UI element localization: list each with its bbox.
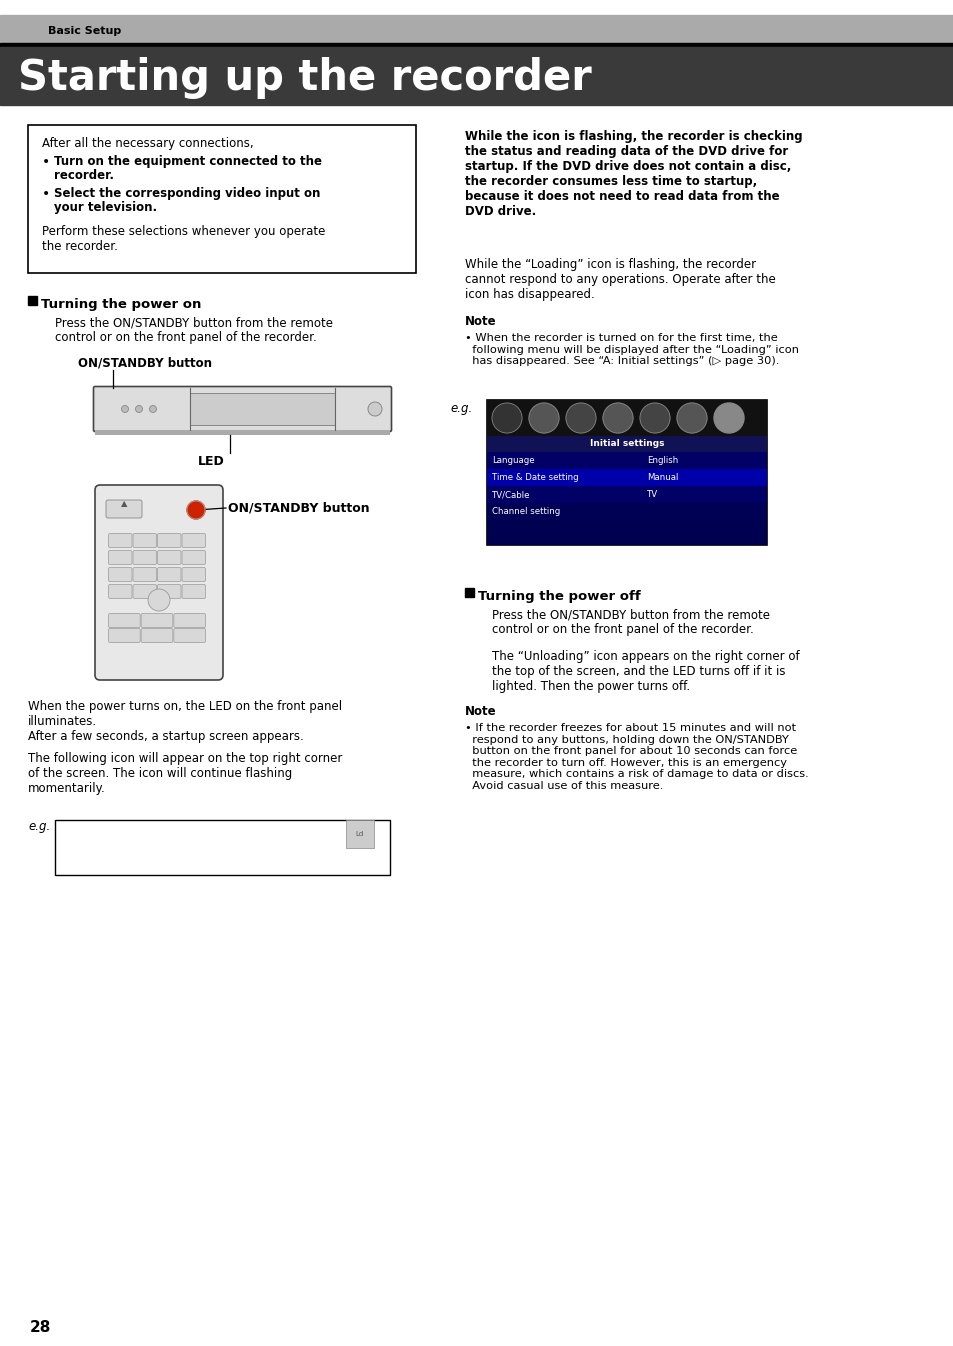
- Text: your television.: your television.: [54, 201, 157, 214]
- Text: The “Unloading” icon appears on the right corner of
the top of the screen, and t: The “Unloading” icon appears on the righ…: [492, 650, 799, 693]
- Bar: [0, 47, 953, 105]
- Text: recorder.: recorder.: [54, 170, 113, 182]
- Circle shape: [713, 402, 743, 433]
- Text: ON/STANDBY button: ON/STANDBY button: [228, 502, 369, 514]
- Text: Time & Date setting: Time & Date setting: [492, 472, 578, 482]
- Circle shape: [368, 402, 381, 416]
- Text: e.g.: e.g.: [450, 402, 472, 415]
- Bar: [486, 400, 766, 436]
- Circle shape: [148, 590, 170, 611]
- Text: Note: Note: [464, 705, 497, 717]
- Text: English: English: [646, 456, 678, 464]
- Circle shape: [121, 405, 129, 412]
- Bar: [28, 296, 37, 306]
- Bar: [464, 588, 474, 598]
- FancyBboxPatch shape: [106, 499, 142, 518]
- Bar: [486, 400, 766, 545]
- Text: • If the recorder freezes for about 15 minutes and will not
  respond to any but: • If the recorder freezes for about 15 m…: [464, 723, 808, 791]
- Bar: [0, 15, 953, 43]
- Text: Turning the power off: Turning the power off: [477, 590, 640, 603]
- Text: Perform these selections whenever you operate
the recorder.: Perform these selections whenever you op…: [42, 225, 325, 253]
- Text: While the “Loading” icon is flashing, the recorder
cannot respond to any operati: While the “Loading” icon is flashing, th…: [464, 258, 775, 302]
- Text: Turn on the equipment connected to the: Turn on the equipment connected to the: [54, 155, 322, 168]
- FancyBboxPatch shape: [141, 614, 172, 627]
- FancyBboxPatch shape: [109, 629, 140, 642]
- Text: Press the ON/STANDBY button from the remote
control or on the front panel of the: Press the ON/STANDBY button from the rem…: [55, 316, 333, 345]
- FancyBboxPatch shape: [95, 485, 223, 680]
- FancyBboxPatch shape: [132, 584, 156, 599]
- Bar: [486, 452, 766, 468]
- Text: The following icon will appear on the top right corner
of the screen. The icon w: The following icon will appear on the to…: [28, 752, 342, 795]
- Text: Starting up the recorder: Starting up the recorder: [18, 57, 591, 100]
- Text: Press the ON/STANDBY button from the remote
control or on the front panel of the: Press the ON/STANDBY button from the rem…: [492, 608, 769, 637]
- FancyBboxPatch shape: [157, 568, 181, 581]
- FancyBboxPatch shape: [157, 551, 181, 564]
- Circle shape: [150, 405, 156, 412]
- Text: After all the necessary connections,: After all the necessary connections,: [42, 137, 253, 149]
- Text: e.g.: e.g.: [28, 820, 51, 833]
- Bar: [55, 820, 390, 875]
- Text: LED: LED: [198, 455, 225, 468]
- FancyBboxPatch shape: [93, 386, 391, 432]
- Bar: [486, 436, 766, 545]
- Text: Note: Note: [464, 315, 497, 328]
- FancyBboxPatch shape: [109, 614, 140, 627]
- Text: While the icon is flashing, the recorder is checking
the status and reading data: While the icon is flashing, the recorder…: [464, 131, 801, 218]
- Text: Channel setting: Channel setting: [492, 507, 559, 516]
- FancyBboxPatch shape: [182, 568, 205, 581]
- FancyBboxPatch shape: [173, 629, 205, 642]
- Circle shape: [187, 501, 205, 520]
- Text: When the power turns on, the LED on the front panel
illuminates.
After a few sec: When the power turns on, the LED on the …: [28, 700, 342, 743]
- Text: Select the corresponding video input on: Select the corresponding video input on: [54, 187, 320, 201]
- Circle shape: [135, 405, 142, 412]
- Bar: [190, 393, 335, 425]
- Bar: [28, 125, 416, 273]
- Text: TV: TV: [646, 490, 658, 499]
- Text: Turning the power on: Turning the power on: [41, 297, 201, 311]
- Text: Initial settings: Initial settings: [589, 440, 663, 448]
- Text: Language: Language: [492, 456, 534, 464]
- FancyBboxPatch shape: [109, 584, 132, 599]
- Text: Basic Setup: Basic Setup: [48, 26, 121, 36]
- Bar: [486, 486, 766, 503]
- Bar: [486, 436, 766, 452]
- FancyBboxPatch shape: [157, 533, 181, 548]
- Text: ON/STANDBY button: ON/STANDBY button: [78, 355, 212, 369]
- FancyBboxPatch shape: [182, 551, 205, 564]
- FancyBboxPatch shape: [109, 551, 132, 564]
- Bar: [346, 820, 374, 848]
- Circle shape: [565, 402, 596, 433]
- Text: ▲: ▲: [121, 499, 127, 509]
- Circle shape: [677, 402, 706, 433]
- FancyBboxPatch shape: [132, 533, 156, 548]
- Circle shape: [639, 402, 669, 433]
- FancyBboxPatch shape: [109, 568, 132, 581]
- Circle shape: [529, 402, 558, 433]
- Bar: [0, 43, 953, 47]
- FancyBboxPatch shape: [141, 629, 172, 642]
- FancyBboxPatch shape: [132, 551, 156, 564]
- FancyBboxPatch shape: [182, 533, 205, 548]
- Text: TV/Cable: TV/Cable: [492, 490, 530, 499]
- FancyBboxPatch shape: [109, 533, 132, 548]
- Circle shape: [602, 402, 633, 433]
- Text: •: •: [42, 187, 51, 201]
- FancyBboxPatch shape: [182, 584, 205, 599]
- Text: Manual: Manual: [646, 472, 678, 482]
- Text: •: •: [42, 155, 51, 170]
- Bar: [95, 429, 390, 435]
- Text: Ld: Ld: [355, 830, 364, 837]
- FancyBboxPatch shape: [173, 614, 205, 627]
- FancyBboxPatch shape: [132, 568, 156, 581]
- Bar: [486, 503, 766, 520]
- Bar: [486, 468, 766, 486]
- FancyBboxPatch shape: [157, 584, 181, 599]
- Text: • When the recorder is turned on for the first time, the
  following menu will b: • When the recorder is turned on for the…: [464, 332, 799, 366]
- Text: 28: 28: [30, 1320, 51, 1335]
- Circle shape: [492, 402, 521, 433]
